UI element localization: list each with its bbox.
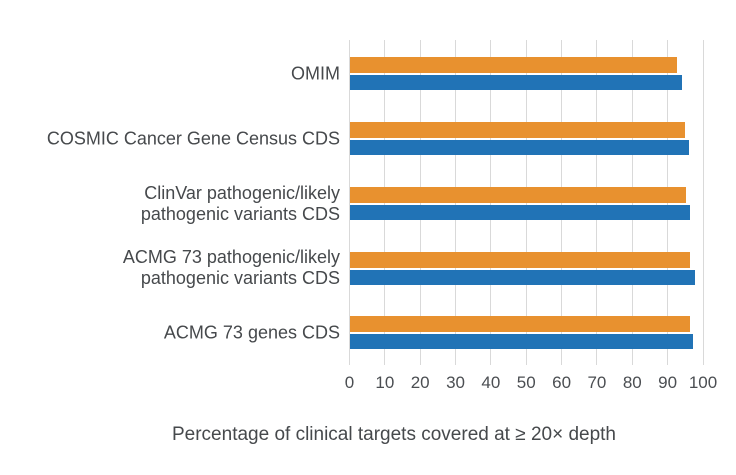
bar-orange-series-0 [349,57,677,73]
category-label-2: ClinVar pathogenic/likely pathogenic vari… [141,183,340,225]
category-label-0: OMIM [291,63,340,84]
bar-blue-series-3 [349,269,695,285]
gridline [702,40,704,365]
category-label-line: ACMG 73 genes CDS [163,322,340,342]
category-label-line: pathogenic variants CDS [140,268,340,288]
x-tick-label: 50 [516,373,536,392]
category-label-line: OMIM [291,63,340,83]
bar-orange-series-4 [349,316,690,332]
category-label-4: ACMG 73 genes CDS [164,322,340,343]
x-tick-label: 90 [658,373,678,392]
category-label-1: COSMIC Cancer Gene Census CDS [47,128,340,149]
bar-blue-series-2 [349,205,691,220]
bar-orange-series-3 [349,251,690,268]
bar-blue-series-1 [349,140,689,155]
bar-orange-series-2 [349,187,686,203]
category-label-line: ClinVar pathogenic/likely [144,182,340,203]
x-tick-label: 100 [688,373,718,392]
x-tick-label: 30 [446,373,466,392]
x-tick-label: 0 [344,373,355,392]
x-tick-label: 10 [375,373,395,392]
x-tick-label: 60 [552,373,572,392]
x-axis-label: Percentage of clinical targets covered a… [171,424,617,445]
x-tick-label: 20 [410,373,430,392]
bar-orange-series-1 [349,122,685,138]
x-tick-label: 40 [481,373,501,392]
category-label-line: ACMG 73 pathogenic/likely [122,247,340,267]
x-tick-label: 80 [622,373,642,392]
category-label-line: pathogenic variants CDS [140,203,340,224]
category-label-3: ACMG 73 pathogenic/likely pathogenic vari… [123,247,340,289]
category-label-line: COSMIC Cancer Gene Census CDS [46,128,340,148]
bar-blue-series-0 [349,75,682,90]
bar-blue-series-4 [349,334,694,349]
x-tick-label: 70 [587,373,607,392]
